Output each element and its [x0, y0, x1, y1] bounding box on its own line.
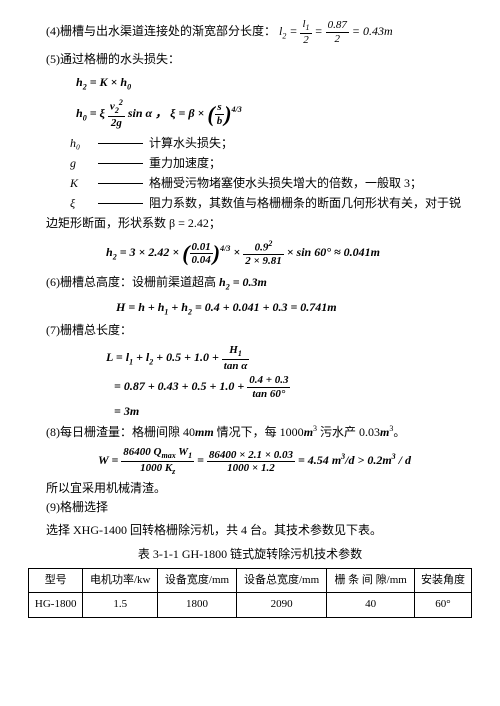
formula-8: W = 86400 Qmax W11000 Kz = 86400 × 2.1 ×… [28, 446, 472, 477]
formula-6: H = h + h1 + h2 = 0.4 + 0.041 + 0.3 = 0.… [28, 298, 472, 319]
formula-7a: L = l1 + l2 + 0.5 + 1.0 + H1tan α [28, 344, 472, 372]
item-4: (4)栅槽与出水渠道连接处的渐宽部分长度： l2 = l12 = 0.872 =… [28, 18, 472, 46]
def-tail: 边矩形断面，形状系数 β = 2.42； [28, 214, 472, 233]
def-k: K格栅受污物堵塞使水头损失增大的倍数，一般取 3； [28, 174, 472, 193]
item-8-label: (8)每日栅渣量：格栅间隙 40mm 情况下，每 1000m3 污水产 0.03… [28, 423, 472, 442]
def-h0: h₀计算水头损失； [28, 134, 472, 153]
table-title: 表 3-1-1 GH-1800 链式旋转除污机技术参数 [28, 545, 472, 564]
th-model: 型号 [29, 568, 83, 593]
table-row: HG-1800 1.5 1800 2090 40 60° [29, 593, 472, 618]
th-width: 设备宽度/mm [158, 568, 237, 593]
spec-table: 型号 电机功率/kw 设备宽度/mm 设备总宽度/mm 栅 条 间 隙/mm 安… [28, 568, 472, 618]
td-width: 1800 [158, 593, 237, 618]
formula-5a: h2 = K × h0 [28, 73, 472, 94]
td-power: 1.5 [83, 593, 158, 618]
formula-7b: = 0.87 + 0.43 + 0.5 + 1.0 + 0.4 + 0.3tan… [28, 374, 472, 399]
item-9-text: 选择 XHG-1400 回转格栅除污机，共 4 台。其技术参数见下表。 [28, 521, 472, 540]
formula-7c: = 3m [28, 402, 472, 421]
formula-5b: h0 = ξ v222g sin α ， ξ = β × (sb)4/3 [28, 96, 472, 131]
table-header-row: 型号 电机功率/kw 设备宽度/mm 设备总宽度/mm 栅 条 间 隙/mm 安… [29, 568, 472, 593]
td-model: HG-1800 [29, 593, 83, 618]
item-4-formula: l2 = l12 = 0.872 = 0.43m [279, 24, 393, 38]
item-8-note: 所以宜采用机械清渣。 [28, 479, 472, 498]
item-5-label: (5)通过格栅的水头损失： [28, 50, 472, 69]
th-angle: 安装角度 [414, 568, 471, 593]
th-gap: 栅 条 间 隙/mm [327, 568, 415, 593]
def-xi: ξ阻力系数，其数值与格栅栅条的断面几何形状有关，对于锐 [28, 194, 472, 213]
th-total-width: 设备总宽度/mm [236, 568, 327, 593]
td-gap: 40 [327, 593, 415, 618]
formula-5c: h2 = 3 × 2.42 × (0.010.04)4/3 × 0.922 × … [28, 236, 472, 271]
th-power: 电机功率/kw [83, 568, 158, 593]
td-total-width: 2090 [236, 593, 327, 618]
item-7-label: (7)栅槽总长度： [28, 321, 472, 340]
item-4-label: (4)栅槽与出水渠道连接处的渐宽部分长度： [46, 24, 276, 38]
def-g: g重力加速度； [28, 154, 472, 173]
item-6-label: (6)栅槽总高度：设栅前渠道超高 h2 = 0.3m [28, 273, 472, 294]
td-angle: 60° [414, 593, 471, 618]
item-9-label: (9)格栅选择 [28, 498, 472, 517]
